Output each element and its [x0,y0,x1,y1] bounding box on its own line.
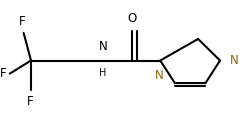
Text: N: N [155,69,164,82]
Text: F: F [19,15,26,28]
Text: F: F [0,67,7,80]
Text: O: O [128,12,137,25]
Text: H: H [99,68,107,78]
Text: F: F [26,95,33,108]
Text: N: N [98,40,107,53]
Text: N: N [230,54,238,67]
